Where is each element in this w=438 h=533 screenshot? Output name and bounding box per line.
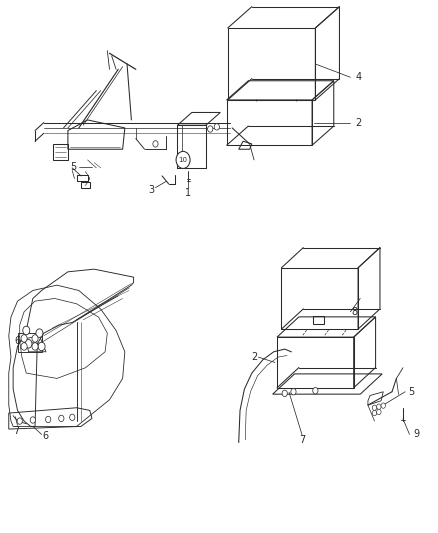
Circle shape <box>32 343 38 350</box>
Circle shape <box>23 326 30 335</box>
Circle shape <box>59 415 64 422</box>
Circle shape <box>313 387 318 394</box>
Circle shape <box>70 414 75 421</box>
Text: 8: 8 <box>352 307 358 317</box>
Circle shape <box>372 405 377 410</box>
Circle shape <box>208 126 213 132</box>
Text: 5: 5 <box>409 387 415 397</box>
Circle shape <box>21 343 27 350</box>
Circle shape <box>36 329 43 337</box>
Circle shape <box>377 404 381 409</box>
Circle shape <box>291 389 296 395</box>
Circle shape <box>17 418 22 424</box>
Circle shape <box>377 409 381 415</box>
Circle shape <box>214 124 219 130</box>
Text: 4: 4 <box>355 72 361 82</box>
Text: 5: 5 <box>71 163 77 172</box>
Text: 1: 1 <box>185 188 191 198</box>
Text: 10: 10 <box>179 157 187 163</box>
Text: 2: 2 <box>355 118 361 127</box>
Circle shape <box>38 342 45 351</box>
Circle shape <box>32 335 38 342</box>
Text: 6: 6 <box>14 336 21 346</box>
Circle shape <box>21 335 27 342</box>
Text: 3: 3 <box>148 185 154 195</box>
Circle shape <box>30 417 35 423</box>
Text: 6: 6 <box>42 431 48 441</box>
Circle shape <box>25 340 32 348</box>
Text: 7: 7 <box>13 426 19 435</box>
Circle shape <box>381 403 385 408</box>
Circle shape <box>46 416 51 423</box>
Circle shape <box>282 390 287 397</box>
Text: 2: 2 <box>251 352 257 362</box>
Circle shape <box>372 410 377 416</box>
Text: 7: 7 <box>299 435 305 445</box>
Circle shape <box>153 141 158 147</box>
Text: 9: 9 <box>413 430 419 439</box>
Circle shape <box>176 151 190 168</box>
